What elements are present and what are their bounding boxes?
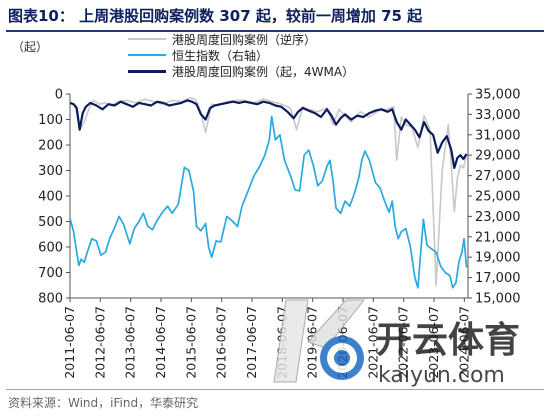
x-tick-label: 2023-06-07 bbox=[426, 306, 441, 379]
watermark-sub-text: kaiyun.com bbox=[378, 363, 505, 388]
chart-title: 图表10： 上周港股回购案例数 307 起，较前一周增加 75 起 bbox=[8, 7, 423, 25]
right-tick-label: 23,000 bbox=[475, 210, 521, 225]
right-tick-label: 35,000 bbox=[475, 88, 521, 103]
right-tick-label: 15,000 bbox=[475, 292, 521, 307]
source-divider bbox=[6, 389, 544, 390]
legend-swatch-4wma bbox=[128, 69, 166, 73]
left-axis-unit: （起） bbox=[12, 40, 49, 54]
left-tick-label: 800 bbox=[38, 292, 63, 307]
right-tick-label: 33,000 bbox=[475, 108, 521, 123]
x-tick-label: 2011-06-07 bbox=[62, 306, 77, 379]
watermark-k-icon bbox=[273, 299, 366, 383]
legend-item-hsi: 恒生指数（右轴） bbox=[128, 47, 354, 63]
right-tick-label: 25,000 bbox=[475, 190, 521, 205]
left-tick-label: 700 bbox=[38, 266, 63, 281]
plot-area bbox=[69, 97, 468, 289]
right-tick-label: 31,000 bbox=[475, 128, 521, 143]
legend-swatch-weekly bbox=[128, 38, 166, 40]
x-tick-label: 2012-06-07 bbox=[92, 306, 107, 379]
x-tick-label: 2013-06-07 bbox=[123, 306, 138, 379]
x-tick-label: 2017-06-07 bbox=[244, 306, 259, 379]
x-tick-label: 2022-06-07 bbox=[396, 306, 411, 379]
legend-swatch-hsi bbox=[128, 54, 166, 56]
legend-label-hsi: 恒生指数（右轴） bbox=[172, 48, 269, 63]
left-tick-label: 300 bbox=[38, 164, 63, 179]
chart-axes: 0 100 200 300 400 500 600 700 800 15,000 17,000 19,… bbox=[38, 88, 520, 379]
left-tick-label: 500 bbox=[38, 215, 63, 230]
right-tick-label: 19,000 bbox=[475, 251, 521, 266]
left-tick-label: 400 bbox=[38, 190, 63, 205]
watermark-logo: 开云体育 kaiyun.com bbox=[273, 299, 520, 388]
legend-label-4wma: 港股周度回购案例（起，4WMA） bbox=[172, 64, 355, 79]
x-tick-label: 2014-06-07 bbox=[153, 306, 168, 379]
series-line-weekly-count bbox=[69, 97, 468, 287]
chart-legend: 港股周度回购案例（逆序） 恒生指数（右轴） 港股周度回购案例（起，4WMA） bbox=[128, 31, 354, 79]
left-tick-label: 0 bbox=[55, 88, 63, 103]
x-tick-label: 2015-06-07 bbox=[183, 306, 198, 379]
series-line-count-4wma bbox=[69, 99, 468, 169]
right-tick-label: 17,000 bbox=[475, 271, 521, 286]
left-tick-label: 100 bbox=[38, 113, 63, 128]
right-tick-label: 21,000 bbox=[475, 230, 521, 245]
x-tick-label: 2021-06-07 bbox=[365, 306, 380, 379]
right-tick-label: 29,000 bbox=[475, 149, 521, 164]
x-tick-label: 2016-06-07 bbox=[214, 306, 229, 379]
left-tick-label: 600 bbox=[38, 241, 63, 256]
right-tick-label: 27,000 bbox=[475, 169, 521, 184]
title-divider bbox=[6, 30, 544, 32]
left-tick-label: 200 bbox=[38, 139, 63, 154]
series-line-hang-seng-index bbox=[69, 115, 468, 289]
source-note: 资料来源：Wind，iFind，华泰研究 bbox=[8, 396, 199, 410]
legend-item-weekly: 港股周度回购案例（逆序） bbox=[128, 31, 354, 47]
watermark-main-text: 开云体育 bbox=[376, 320, 520, 361]
legend-label-weekly: 港股周度回购案例（逆序） bbox=[172, 32, 317, 47]
legend-item-4wma: 港股周度回购案例（起，4WMA） bbox=[128, 63, 354, 79]
x-tick-label: 2024-06-07 bbox=[456, 306, 471, 379]
